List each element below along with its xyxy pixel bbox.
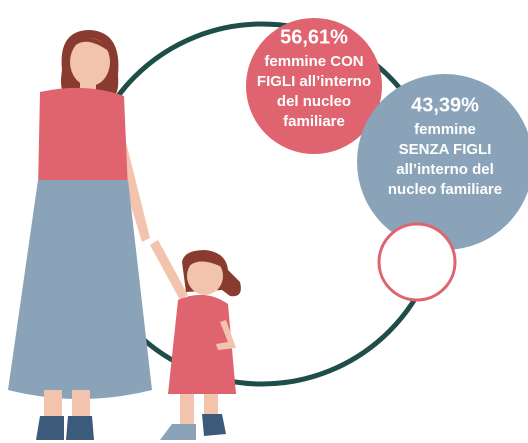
bubble-line: del nucleo bbox=[277, 93, 351, 110]
bubble-line: nucleo familiare bbox=[388, 181, 502, 198]
bubble-line: FIGLI all’interno bbox=[257, 73, 371, 90]
year-value: 2020 bbox=[401, 264, 432, 280]
year-label: anno bbox=[400, 244, 433, 260]
bubble-line: femmine CON bbox=[264, 53, 363, 70]
bubble-line: femmine bbox=[414, 121, 476, 138]
infographic: 56,61% femmine CON FIGLI all’interno del nu… bbox=[0, 0, 528, 443]
year-badge bbox=[379, 224, 455, 300]
percentage: 43,39% bbox=[411, 94, 479, 116]
bubble-line: familiare bbox=[283, 113, 345, 130]
bubble-line: SENZA FIGLI bbox=[399, 141, 492, 158]
percentage: 56,61% bbox=[280, 26, 348, 48]
bubble-line: all’interno del bbox=[396, 161, 494, 178]
woman-illustration bbox=[8, 30, 152, 440]
girl-illustration bbox=[150, 240, 241, 440]
